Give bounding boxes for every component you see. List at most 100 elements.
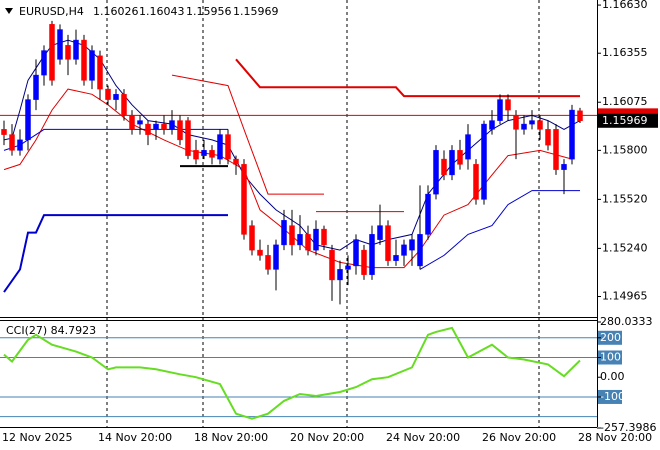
indicator-line <box>171 74 324 195</box>
candle-body <box>161 123 167 130</box>
candle-body <box>281 220 287 246</box>
candle-body <box>425 193 431 235</box>
candle-body <box>193 150 199 160</box>
x-tick-label: 20 Nov 20:00 <box>290 431 364 444</box>
x-tick-label: 12 Nov 2025 <box>2 431 72 444</box>
candle-body <box>481 123 487 200</box>
candle-body <box>73 39 79 60</box>
candle-body <box>1 129 7 135</box>
current-price-box <box>598 113 658 128</box>
candle-body <box>401 244 407 256</box>
candle-body <box>81 39 87 81</box>
candle-body <box>457 150 463 165</box>
candle-body <box>185 120 191 156</box>
candle-body <box>25 99 31 141</box>
candle-body <box>89 50 95 81</box>
candle-body <box>473 164 479 200</box>
x-tick-label: 18 Nov 20:00 <box>194 431 268 444</box>
candle-body <box>305 234 311 251</box>
candle-body <box>529 120 535 125</box>
candle-body <box>417 234 423 267</box>
candle-body <box>393 255 399 261</box>
candle-body <box>465 134 471 160</box>
cci-line <box>3 326 581 420</box>
open-value: 1.16026 <box>93 5 139 18</box>
candle-body <box>225 134 231 160</box>
candle-body <box>65 45 71 60</box>
candle-body <box>569 109 575 160</box>
candle-body <box>377 225 383 240</box>
cci-tick-label: -257.3986 <box>600 421 656 434</box>
cci-tick-label: 100 <box>600 351 621 364</box>
x-tick-label: 28 Nov 20:00 <box>578 431 652 444</box>
candle-body <box>441 158 447 176</box>
candle-body <box>313 228 319 251</box>
candle-body <box>201 150 207 156</box>
candle-body <box>177 120 183 141</box>
y-tick-label: 1.16075 <box>602 95 648 108</box>
candle-body <box>513 115 519 130</box>
close-value: 1.15969 <box>233 5 279 18</box>
candle-body <box>545 129 551 146</box>
collapse-arrow <box>5 8 13 14</box>
candle-body <box>361 249 367 275</box>
candle-body <box>209 150 215 158</box>
candle-body <box>385 225 391 261</box>
y-tick-label: 1.16630 <box>602 0 648 11</box>
indicator-line <box>3 88 573 269</box>
x-tick-label: 26 Nov 20:00 <box>482 431 556 444</box>
candle-body <box>321 228 327 246</box>
header: EURUSD,H4 1.16026 1.16043 1.15956 1.1596… <box>5 5 279 18</box>
candle-body <box>369 234 375 275</box>
axes <box>0 0 598 428</box>
indicator-line <box>235 58 580 98</box>
candle-body <box>233 158 239 165</box>
candle-body <box>297 234 303 246</box>
cci-title: CCI(27) 84.7923 <box>6 324 96 337</box>
cci-tick-label: -100 <box>600 390 625 403</box>
day-separators <box>106 0 540 427</box>
candle-body <box>489 120 495 130</box>
candle-body <box>561 164 567 170</box>
cci-tick-label: 280.0333 <box>600 315 653 328</box>
candle-body <box>265 255 271 270</box>
y-tick-label: 1.15800 <box>602 143 648 156</box>
candle-body <box>433 150 439 195</box>
candle-body <box>217 134 223 160</box>
candle-body <box>449 150 455 176</box>
high-value: 1.16043 <box>139 5 185 18</box>
candle-body <box>113 94 119 100</box>
candle-body <box>153 123 159 130</box>
candle-body <box>121 94 127 116</box>
candle-body <box>97 55 103 90</box>
x-tick-label: 24 Nov 20:00 <box>386 431 460 444</box>
candle-body <box>57 29 63 60</box>
cci-level-box <box>598 330 622 345</box>
low-value: 1.15956 <box>186 5 232 18</box>
y-tick-label: 1.15240 <box>602 241 648 254</box>
candle-body <box>553 129 559 170</box>
indicator-line <box>3 214 228 293</box>
candle-body <box>249 225 255 251</box>
candle-body <box>33 74 39 100</box>
candle-body <box>345 265 351 270</box>
candle-body <box>169 120 175 130</box>
y-tick-label: 1.15520 <box>602 192 648 205</box>
candle-body <box>137 120 143 125</box>
candle-body <box>505 99 511 111</box>
candle-body <box>273 244 279 270</box>
candle-body <box>257 249 263 256</box>
candle-body <box>577 110 583 122</box>
candle-body <box>105 88 111 100</box>
cci-level-box <box>598 389 622 404</box>
candle-body <box>17 139 23 151</box>
cci-tick-label: 0.00 <box>600 370 625 383</box>
candle-body <box>537 120 543 130</box>
candle-body <box>145 123 151 135</box>
current-price-label: 1.15969 <box>602 114 648 127</box>
candle-body <box>497 99 503 121</box>
candle-body <box>409 239 415 251</box>
candle-body <box>337 269 343 281</box>
